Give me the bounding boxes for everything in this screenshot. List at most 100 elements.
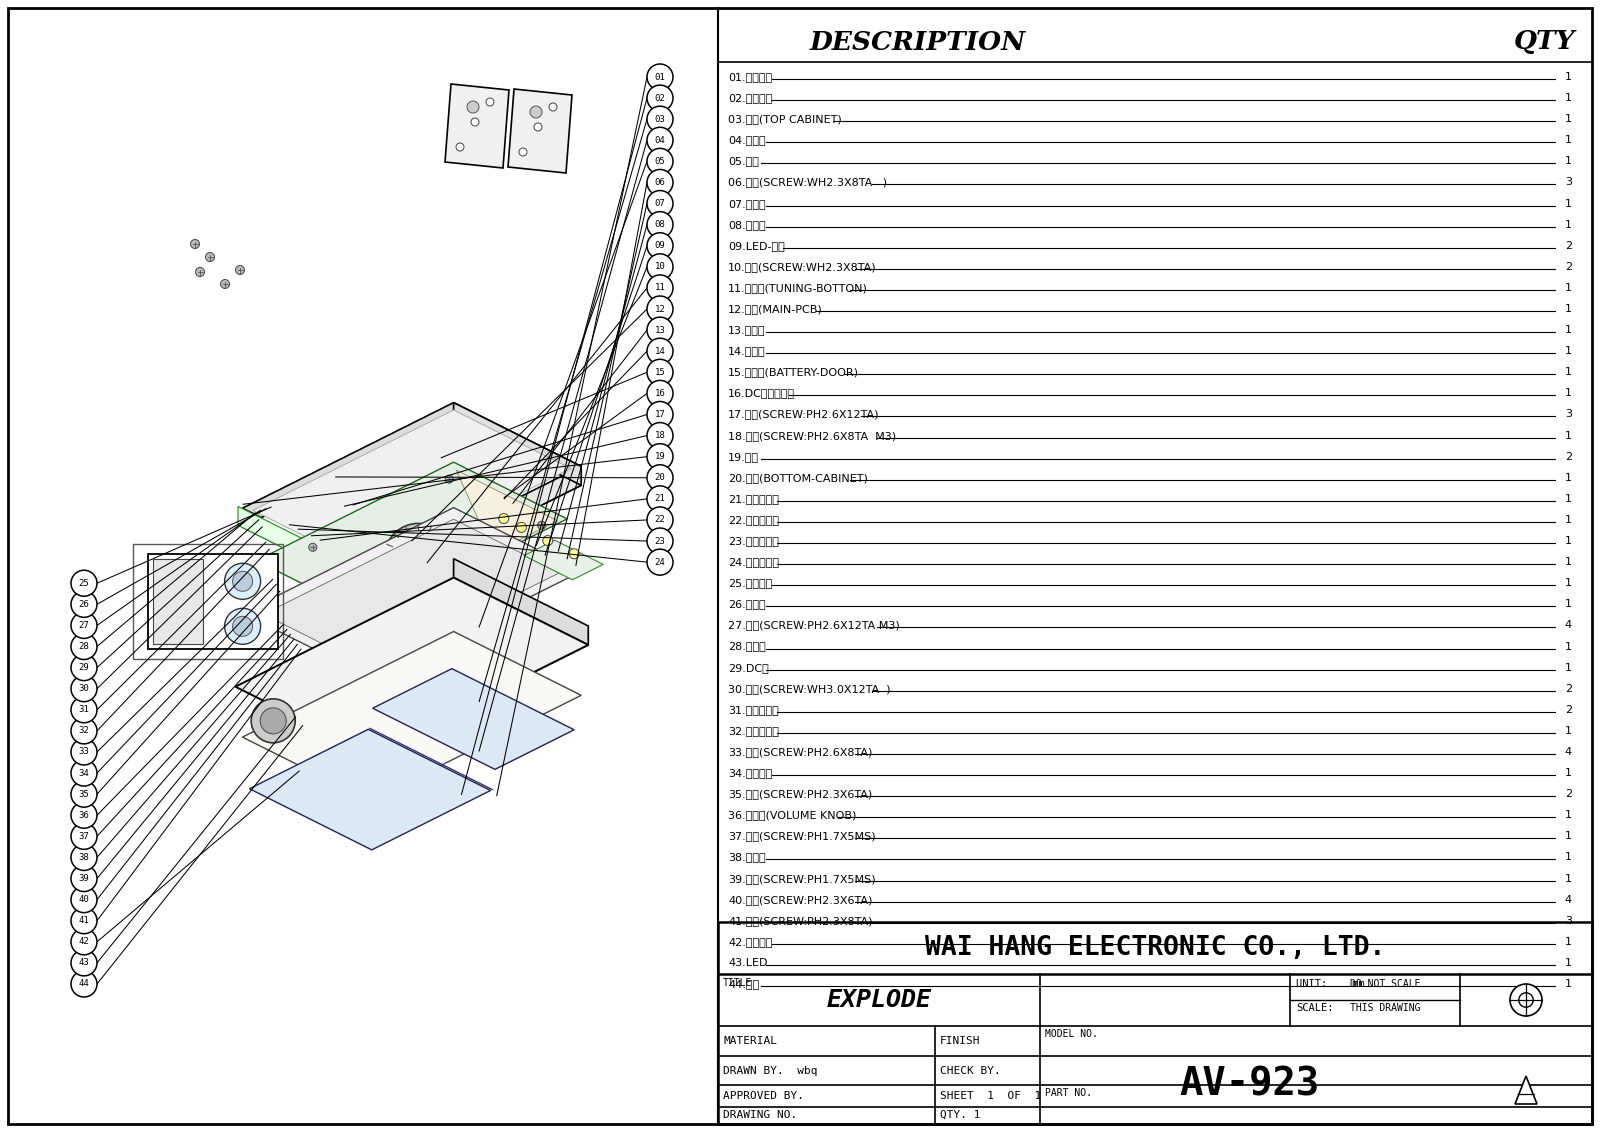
Text: 29.DC板: 29.DC板: [728, 662, 768, 672]
Text: 2: 2: [1565, 705, 1571, 714]
Text: 1: 1: [1565, 599, 1571, 609]
Circle shape: [534, 123, 542, 131]
Text: SCALE:: SCALE:: [1296, 1003, 1333, 1013]
Circle shape: [70, 760, 98, 786]
Circle shape: [70, 676, 98, 702]
Text: 42.装饰镜片: 42.装饰镜片: [728, 937, 773, 946]
Circle shape: [530, 106, 542, 118]
Circle shape: [470, 118, 478, 126]
Text: 17.螺絲(SCREW:PH2.6X12TA): 17.螺絲(SCREW:PH2.6X12TA): [728, 410, 880, 420]
Circle shape: [646, 317, 674, 343]
Polygon shape: [253, 410, 571, 568]
Circle shape: [70, 929, 98, 954]
Text: 37.螺絲(SCREW:PH1.7X5MS): 37.螺絲(SCREW:PH1.7X5MS): [728, 831, 875, 841]
Text: 35.螺絲(SCREW:PH2.3X6TA): 35.螺絲(SCREW:PH2.3X6TA): [728, 789, 872, 799]
Text: 18: 18: [654, 431, 666, 440]
Text: 1: 1: [1565, 114, 1571, 125]
Text: 1: 1: [1565, 283, 1571, 293]
Text: 23: 23: [654, 537, 666, 546]
Circle shape: [70, 908, 98, 934]
Polygon shape: [250, 729, 491, 850]
Text: 09: 09: [654, 241, 666, 250]
Text: 1: 1: [1565, 874, 1571, 884]
Text: 41: 41: [78, 916, 90, 925]
Circle shape: [70, 697, 98, 723]
Circle shape: [1510, 984, 1542, 1017]
Polygon shape: [243, 632, 581, 801]
Text: 1: 1: [1565, 578, 1571, 589]
Text: 10: 10: [654, 263, 666, 272]
Circle shape: [224, 564, 261, 599]
Text: QTY: QTY: [1514, 29, 1574, 54]
Circle shape: [646, 106, 674, 132]
Text: 39: 39: [78, 874, 90, 883]
Text: 03: 03: [654, 114, 666, 123]
Circle shape: [261, 708, 286, 734]
Text: 1: 1: [1565, 537, 1571, 546]
Circle shape: [1518, 993, 1533, 1007]
Text: 22: 22: [654, 515, 666, 524]
Text: 1: 1: [1565, 93, 1571, 103]
Polygon shape: [243, 421, 581, 591]
Text: 04.装饰盖: 04.装饰盖: [728, 136, 766, 145]
Text: 39.螺絲(SCREW:PH1.7X5MS): 39.螺絲(SCREW:PH1.7X5MS): [728, 874, 875, 884]
Text: 33: 33: [78, 747, 90, 756]
Bar: [718, 921, 1592, 1124]
Text: 05.钟板: 05.钟板: [728, 156, 758, 166]
Circle shape: [646, 359, 674, 385]
Text: 14.电极片: 14.电极片: [728, 346, 766, 357]
Text: 1: 1: [1565, 515, 1571, 525]
Bar: [459, 689, 475, 700]
Text: THIS DRAWING: THIS DRAWING: [1350, 1003, 1421, 1013]
Circle shape: [410, 549, 426, 565]
Text: 19: 19: [654, 452, 666, 461]
Circle shape: [190, 240, 200, 249]
Circle shape: [309, 543, 317, 551]
Text: 10.螺絲(SCREW:WH2.3X8TA): 10.螺絲(SCREW:WH2.3X8TA): [728, 261, 877, 272]
Circle shape: [224, 608, 261, 644]
Circle shape: [570, 549, 579, 559]
Circle shape: [205, 252, 214, 261]
Text: 23.接收器面壳: 23.接收器面壳: [728, 537, 779, 546]
Text: MATERIAL: MATERIAL: [723, 1036, 778, 1046]
Circle shape: [394, 533, 442, 582]
Bar: [147, 554, 278, 649]
Text: 34.红外线板: 34.红外线板: [728, 769, 773, 778]
Text: 18.螺絲(SCREW:PH2.6X8TA  M3): 18.螺絲(SCREW:PH2.6X8TA M3): [728, 430, 896, 440]
Text: DRAWING NO.: DRAWING NO.: [723, 1109, 797, 1120]
Text: 34: 34: [78, 769, 90, 778]
Text: 2: 2: [1565, 789, 1571, 799]
Polygon shape: [509, 89, 573, 173]
Text: 33.螺絲(SCREW:PH2.6X8TA): 33.螺絲(SCREW:PH2.6X8TA): [728, 747, 872, 757]
Text: 07.按制板: 07.按制板: [728, 198, 766, 208]
Text: 3: 3: [1565, 178, 1571, 188]
Text: 26: 26: [78, 600, 90, 609]
Circle shape: [549, 103, 557, 111]
Text: 42: 42: [78, 937, 90, 946]
Text: DESCRIPTION: DESCRIPTION: [810, 29, 1026, 54]
Polygon shape: [264, 520, 560, 668]
Circle shape: [486, 98, 494, 106]
Text: 2: 2: [1565, 241, 1571, 251]
Circle shape: [646, 85, 674, 111]
Polygon shape: [454, 403, 581, 486]
Text: WAI HANG ELECTRONIC CO., LTD.: WAI HANG ELECTRONIC CO., LTD.: [925, 935, 1386, 961]
Text: 32.红外线支架: 32.红外线支架: [728, 726, 779, 736]
Text: 31.红外线镜片: 31.红外线镜片: [728, 705, 779, 714]
Circle shape: [646, 465, 674, 491]
Text: 01: 01: [654, 72, 666, 82]
Text: 27: 27: [78, 621, 90, 629]
Text: 4: 4: [1565, 747, 1571, 757]
Text: 1: 1: [1565, 726, 1571, 736]
Polygon shape: [525, 540, 603, 580]
Text: 3: 3: [1565, 410, 1571, 420]
Text: 30.螺絲(SCREW:WH3.0X12TA  ): 30.螺絲(SCREW:WH3.0X12TA ): [728, 684, 891, 694]
Circle shape: [646, 190, 674, 216]
Text: 16: 16: [654, 389, 666, 397]
Circle shape: [646, 275, 674, 301]
Bar: [133, 543, 283, 659]
Text: 1: 1: [1565, 831, 1571, 841]
Circle shape: [646, 380, 674, 406]
Circle shape: [70, 654, 98, 680]
Text: 20: 20: [654, 473, 666, 482]
